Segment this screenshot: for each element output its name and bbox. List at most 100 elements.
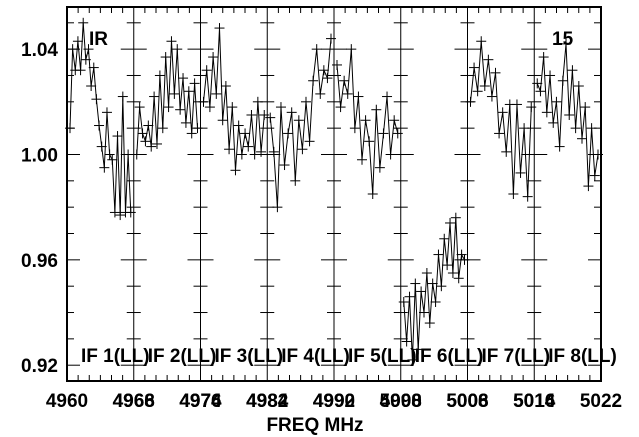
data-point bbox=[318, 65, 329, 76]
annotation-ir: IR bbox=[89, 29, 108, 50]
annotations: IR 15 bbox=[89, 29, 574, 50]
data-point bbox=[532, 78, 543, 89]
data-point bbox=[342, 88, 353, 99]
panel-label: IF 1(LL) bbox=[81, 346, 150, 367]
data-point bbox=[357, 154, 368, 165]
data-point bbox=[419, 307, 429, 318]
data-point bbox=[86, 81, 97, 92]
annotation-15: 15 bbox=[552, 29, 574, 50]
data-point bbox=[201, 65, 212, 76]
data-point bbox=[88, 62, 99, 73]
data-point bbox=[91, 94, 102, 105]
data-point bbox=[275, 102, 286, 113]
data-point bbox=[160, 52, 171, 63]
data-point bbox=[382, 91, 393, 102]
data-point bbox=[304, 136, 315, 147]
x-tick-label: 5008 bbox=[446, 391, 488, 412]
panel-label: IF 5(LL) bbox=[348, 346, 417, 367]
data-point bbox=[501, 146, 512, 157]
data-point bbox=[149, 91, 160, 102]
data-point bbox=[125, 207, 136, 218]
data-point bbox=[224, 144, 235, 155]
data-point bbox=[293, 115, 304, 126]
data-point bbox=[189, 78, 200, 89]
y-axis: 1.04 1.00 0.96 0.92 bbox=[21, 22, 601, 377]
data-point bbox=[427, 278, 438, 289]
data-point bbox=[442, 260, 453, 271]
data-point bbox=[112, 131, 123, 142]
data-point bbox=[240, 128, 251, 139]
series-line bbox=[269, 38, 332, 208]
data-point bbox=[413, 344, 424, 355]
data-point bbox=[146, 141, 157, 152]
x-tick-label: 4992 bbox=[313, 391, 355, 412]
data-point bbox=[140, 136, 151, 147]
data-point bbox=[283, 128, 294, 139]
data-point bbox=[522, 191, 533, 202]
panel-2: IF 2(LL) bbox=[131, 36, 216, 367]
data-point bbox=[349, 123, 360, 134]
y-tick-label: 1.00 bbox=[21, 145, 58, 166]
data-point bbox=[265, 112, 276, 123]
data-point bbox=[479, 81, 490, 92]
data-point bbox=[178, 73, 189, 84]
data-point bbox=[430, 296, 441, 307]
data-point bbox=[398, 296, 409, 307]
data-point bbox=[472, 86, 483, 97]
x-tick-label: 5016 bbox=[513, 391, 555, 412]
panel-6: IF 6(LL) bbox=[398, 212, 484, 367]
series-line bbox=[336, 49, 399, 195]
data-point bbox=[580, 102, 591, 113]
data-point bbox=[286, 107, 297, 118]
data-point bbox=[508, 189, 519, 199]
data-point bbox=[94, 120, 105, 131]
data-point bbox=[180, 117, 191, 128]
data-point bbox=[115, 210, 126, 221]
data-point bbox=[407, 354, 418, 365]
data-point bbox=[456, 249, 467, 260]
data-point bbox=[290, 175, 301, 186]
data-point bbox=[483, 54, 494, 65]
data-point bbox=[374, 162, 385, 173]
data-point bbox=[204, 102, 215, 113]
data-point bbox=[335, 102, 346, 113]
data-point bbox=[117, 91, 128, 102]
data-point bbox=[389, 115, 400, 126]
data-point bbox=[183, 86, 194, 97]
x-tick-label: 4976 bbox=[179, 391, 221, 412]
data-point bbox=[453, 273, 464, 284]
data-point bbox=[424, 318, 435, 329]
data-point bbox=[297, 144, 308, 155]
data-point bbox=[233, 120, 244, 131]
data-point bbox=[308, 75, 319, 86]
data-point bbox=[573, 81, 584, 92]
data-point bbox=[75, 65, 86, 76]
data-point bbox=[476, 36, 487, 47]
data-point bbox=[214, 23, 225, 34]
data-point bbox=[78, 17, 89, 28]
data-point bbox=[561, 38, 572, 49]
data-point bbox=[339, 75, 350, 86]
x-tick-label: 4966 bbox=[113, 391, 155, 412]
x-tick-label: 4984 bbox=[246, 391, 289, 412]
data-point bbox=[511, 99, 522, 110]
data-point bbox=[564, 109, 575, 120]
data-point bbox=[486, 91, 497, 102]
x-tick-label: 4998 bbox=[380, 391, 422, 412]
data-point bbox=[404, 291, 415, 302]
data-point bbox=[371, 104, 382, 115]
x-tick-label: 4960 bbox=[46, 391, 88, 412]
x-tick-label: 5014 bbox=[513, 391, 556, 412]
data-point bbox=[134, 102, 145, 113]
x-tick-label: 4968 bbox=[113, 391, 155, 412]
data-point bbox=[157, 123, 168, 134]
data-point bbox=[567, 65, 578, 76]
x-tick-label: 4974 bbox=[179, 391, 222, 412]
panel-label: IF 7(LL) bbox=[482, 346, 551, 367]
x-axis-title: FREQ MHz bbox=[266, 415, 363, 436]
data-point bbox=[279, 160, 290, 171]
panel-label: IF 6(LL) bbox=[415, 346, 484, 367]
data-point bbox=[554, 141, 565, 152]
data-point bbox=[217, 115, 228, 126]
